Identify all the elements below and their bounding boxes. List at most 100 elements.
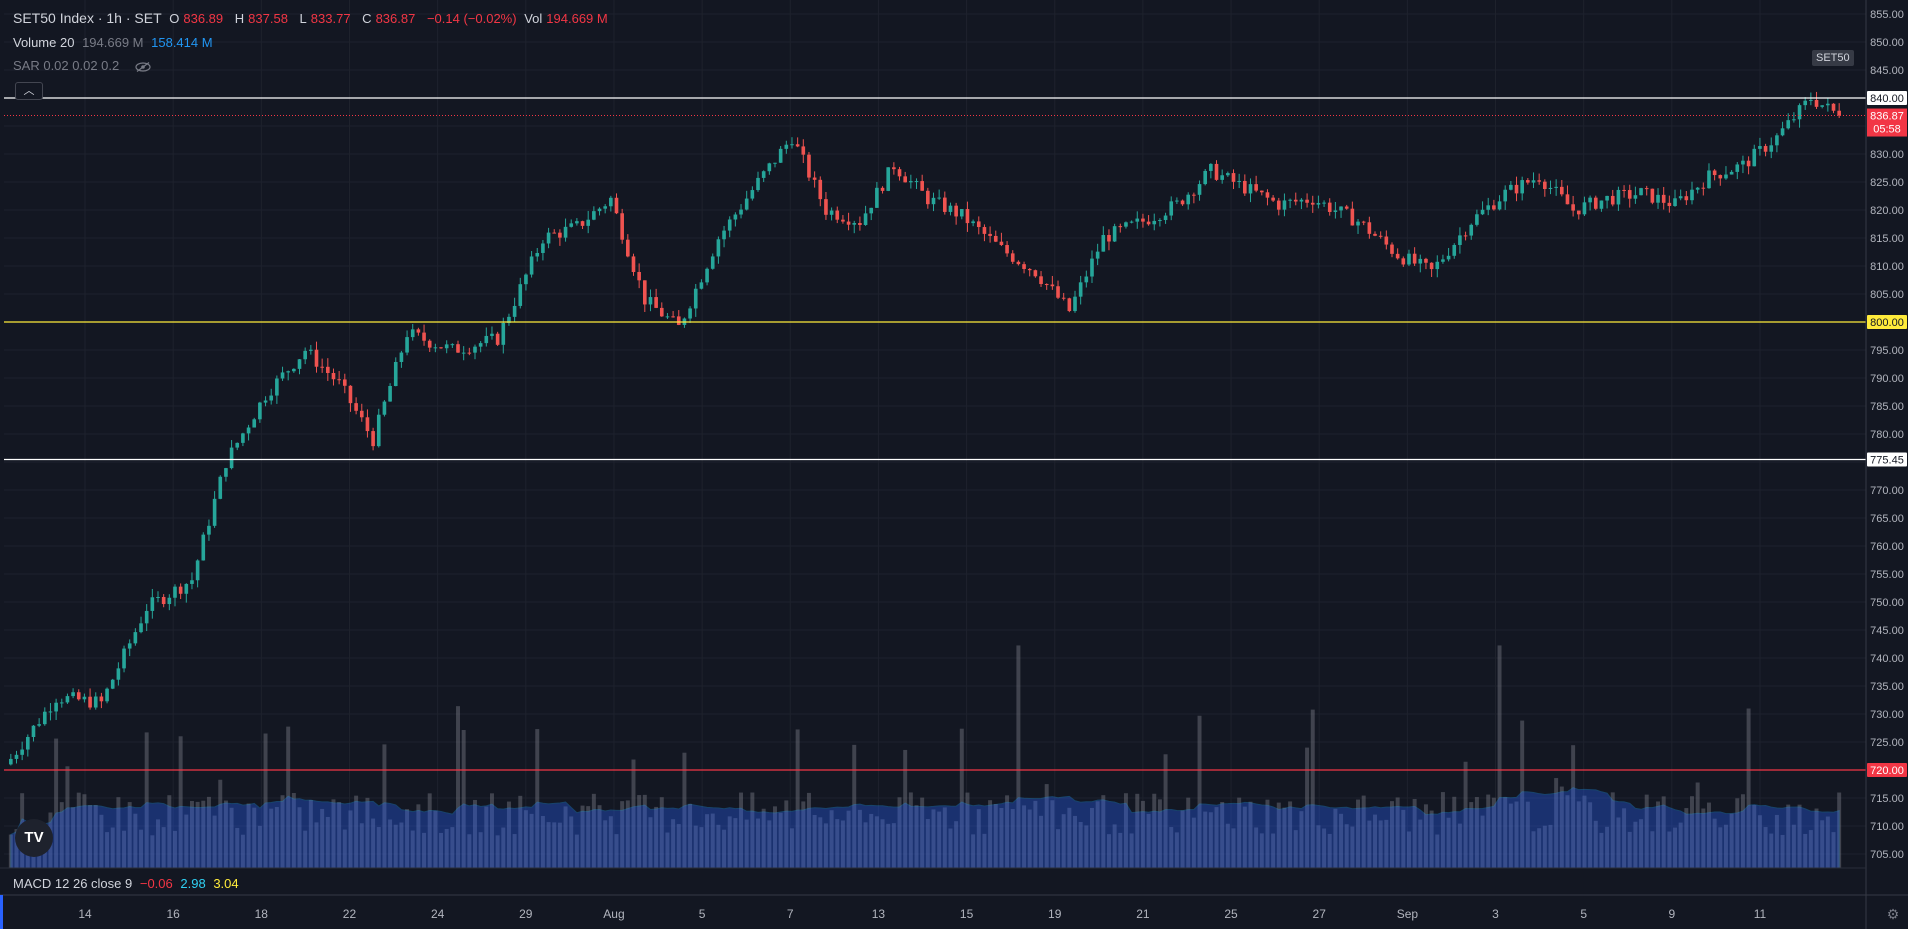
volume-bar	[642, 794, 647, 868]
collapse-legend-button[interactable]: ︿	[15, 82, 43, 100]
candle-body	[784, 144, 789, 149]
volume-bar	[852, 744, 857, 868]
volume-bar	[1412, 798, 1417, 868]
candle-body	[218, 476, 223, 499]
volume-bar	[1820, 820, 1825, 868]
volume-bar	[1378, 820, 1383, 868]
volume-bar	[1225, 823, 1230, 868]
volume-bar	[1367, 820, 1372, 868]
volume-bar	[1678, 822, 1683, 868]
macd-legend[interactable]: MACD 12 26 close 9 −0.06 2.98 3.04	[13, 876, 243, 891]
candle-body	[1197, 184, 1202, 195]
volume-bar	[105, 832, 110, 868]
x-tick-label: 19	[1048, 907, 1062, 921]
candle-body	[1333, 210, 1338, 212]
volume-bar	[857, 809, 862, 868]
volume-bar	[1242, 806, 1247, 868]
candle-body	[1729, 171, 1734, 175]
candle-body	[609, 197, 613, 207]
volume-bar	[1599, 832, 1604, 868]
y-tick-label: 850.00	[1870, 37, 1904, 49]
volume-bar	[1735, 798, 1740, 868]
candle-body	[875, 187, 879, 208]
candle-body	[1656, 194, 1660, 203]
candle-body	[127, 643, 132, 649]
candle-body	[1639, 188, 1643, 196]
eye-off-icon[interactable]	[135, 61, 151, 72]
candle-body	[1452, 244, 1457, 256]
candle-body	[1039, 276, 1043, 285]
candle-body	[1299, 199, 1304, 202]
candle-body	[1520, 180, 1524, 194]
volume-bar	[1310, 709, 1315, 868]
candle-body	[812, 177, 817, 180]
candle-body	[9, 758, 13, 765]
volume-bar	[1791, 824, 1796, 868]
candle-body	[71, 692, 75, 697]
candle-body	[614, 197, 619, 214]
x-tick-label: 16	[166, 907, 180, 921]
volume-bar	[1390, 801, 1394, 868]
volume-bar	[1339, 813, 1344, 868]
volume-bar	[99, 814, 104, 868]
volume-bar	[1837, 792, 1842, 868]
candle-body	[1463, 235, 1468, 237]
volume-bar	[1723, 824, 1728, 868]
volume-indicator-label: Volume 20	[13, 35, 75, 50]
volume-bar	[614, 834, 619, 868]
volume-bar	[88, 804, 93, 868]
volume-bar	[942, 807, 947, 868]
candle-body	[829, 210, 834, 215]
candle-body	[1752, 148, 1757, 167]
volume-bar	[959, 728, 964, 868]
volume-bar	[761, 808, 766, 868]
candle-body	[1446, 255, 1451, 260]
settings-button[interactable]: ⚙	[1885, 906, 1901, 922]
volume-bar	[1605, 826, 1610, 868]
candle-body	[14, 754, 19, 759]
candle-body	[1220, 175, 1224, 180]
tradingview-logo[interactable]: TV	[15, 819, 53, 857]
sar-legend[interactable]: SAR 0.02 0.02 0.2	[13, 58, 151, 73]
volume-bar	[1090, 807, 1094, 868]
volume-bar	[1825, 816, 1830, 868]
candle-body	[1061, 297, 1066, 299]
volume-bar	[1463, 761, 1468, 868]
candle-body	[314, 349, 319, 367]
candle-body	[863, 213, 868, 225]
candle-body	[1276, 200, 1281, 210]
candle-body	[1412, 253, 1417, 264]
candle-body	[1095, 251, 1100, 259]
candle-body	[427, 340, 432, 348]
candle-body	[320, 366, 324, 368]
volume-bar	[739, 792, 744, 868]
volume-bar	[1729, 813, 1734, 868]
volume-bar	[269, 808, 274, 868]
y-tick-label: 785.00	[1870, 401, 1904, 413]
volume-bar	[750, 792, 755, 868]
candle-body	[1644, 188, 1649, 190]
volume-bar	[1259, 833, 1264, 868]
volume-bar	[1022, 805, 1027, 868]
candle-body	[841, 219, 845, 222]
volume-bar	[71, 807, 76, 868]
x-tick-label: 5	[1580, 907, 1587, 921]
volume-bar	[552, 822, 557, 868]
high-label: H	[234, 11, 245, 26]
volume-bar	[835, 819, 840, 868]
candle-body	[903, 176, 907, 183]
candle-body	[1429, 262, 1434, 270]
volume-bar	[144, 732, 149, 868]
volume-bar	[1423, 804, 1428, 868]
volume-bar	[1191, 817, 1196, 868]
candle-body	[1180, 200, 1185, 205]
volume-bar	[886, 823, 891, 868]
candle-body	[1526, 180, 1530, 183]
volume-bar	[252, 807, 257, 868]
last-price-text: 836.87	[1870, 111, 1904, 123]
volume-bar	[874, 816, 879, 868]
volume-legend[interactable]: Volume 20 194.669 M 158.414 M	[13, 35, 217, 50]
volume-bar	[688, 803, 693, 868]
